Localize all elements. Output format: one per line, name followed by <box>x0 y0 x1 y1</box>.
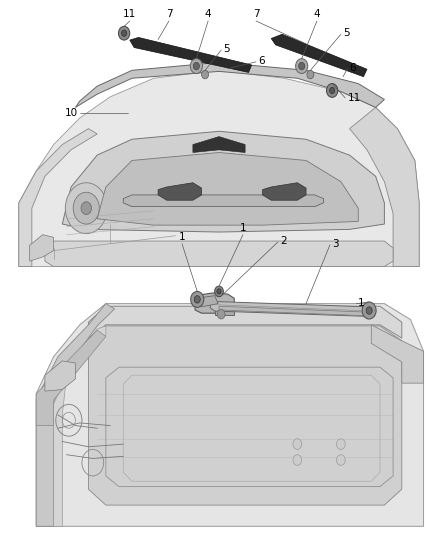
Polygon shape <box>45 241 393 266</box>
Circle shape <box>193 62 199 70</box>
Circle shape <box>194 296 200 303</box>
Polygon shape <box>371 325 424 383</box>
Circle shape <box>81 202 92 215</box>
Polygon shape <box>271 34 367 77</box>
Circle shape <box>336 439 345 449</box>
Circle shape <box>299 62 305 70</box>
Circle shape <box>307 70 314 79</box>
Circle shape <box>362 302 376 319</box>
Circle shape <box>366 307 372 314</box>
Polygon shape <box>262 183 306 200</box>
Circle shape <box>201 70 208 79</box>
Text: 10: 10 <box>64 108 78 118</box>
Polygon shape <box>123 195 323 207</box>
Polygon shape <box>30 235 53 261</box>
Polygon shape <box>75 62 385 108</box>
Text: 3: 3 <box>332 239 339 249</box>
Text: 4: 4 <box>314 10 320 19</box>
Polygon shape <box>53 326 106 526</box>
Text: 5: 5 <box>343 28 350 38</box>
Polygon shape <box>130 37 252 72</box>
Text: 7: 7 <box>166 10 172 19</box>
Text: 2: 2 <box>280 236 286 246</box>
Circle shape <box>215 286 223 297</box>
Circle shape <box>293 455 302 465</box>
Text: 11: 11 <box>123 10 136 19</box>
Polygon shape <box>36 304 424 526</box>
Circle shape <box>73 192 99 224</box>
Polygon shape <box>195 293 234 313</box>
Polygon shape <box>19 128 97 266</box>
Polygon shape <box>88 306 402 338</box>
Polygon shape <box>210 302 374 317</box>
Circle shape <box>296 59 308 74</box>
Text: 7: 7 <box>253 10 259 19</box>
Text: 6: 6 <box>350 63 356 72</box>
Polygon shape <box>97 152 358 225</box>
Text: 1: 1 <box>240 223 246 233</box>
Circle shape <box>190 59 202 74</box>
Polygon shape <box>36 330 106 425</box>
Circle shape <box>293 439 302 449</box>
Text: 11: 11 <box>347 93 360 103</box>
Text: 4: 4 <box>205 10 212 19</box>
Circle shape <box>336 455 345 465</box>
Polygon shape <box>36 304 115 526</box>
Text: 1: 1 <box>179 232 185 242</box>
Circle shape <box>217 289 221 294</box>
Polygon shape <box>196 296 218 307</box>
Circle shape <box>65 183 107 233</box>
Text: 6: 6 <box>258 56 265 66</box>
Polygon shape <box>219 306 367 316</box>
Polygon shape <box>158 183 201 200</box>
Polygon shape <box>62 131 385 232</box>
Circle shape <box>118 26 130 40</box>
Text: 1: 1 <box>358 297 365 308</box>
Circle shape <box>191 292 204 308</box>
Circle shape <box>326 84 338 98</box>
Text: 5: 5 <box>223 44 230 54</box>
Circle shape <box>329 87 335 94</box>
Polygon shape <box>193 136 245 152</box>
Polygon shape <box>88 326 402 505</box>
Circle shape <box>217 310 225 319</box>
Polygon shape <box>19 70 419 266</box>
Polygon shape <box>350 108 419 266</box>
Circle shape <box>121 30 127 36</box>
Polygon shape <box>215 310 234 316</box>
Polygon shape <box>45 361 75 391</box>
